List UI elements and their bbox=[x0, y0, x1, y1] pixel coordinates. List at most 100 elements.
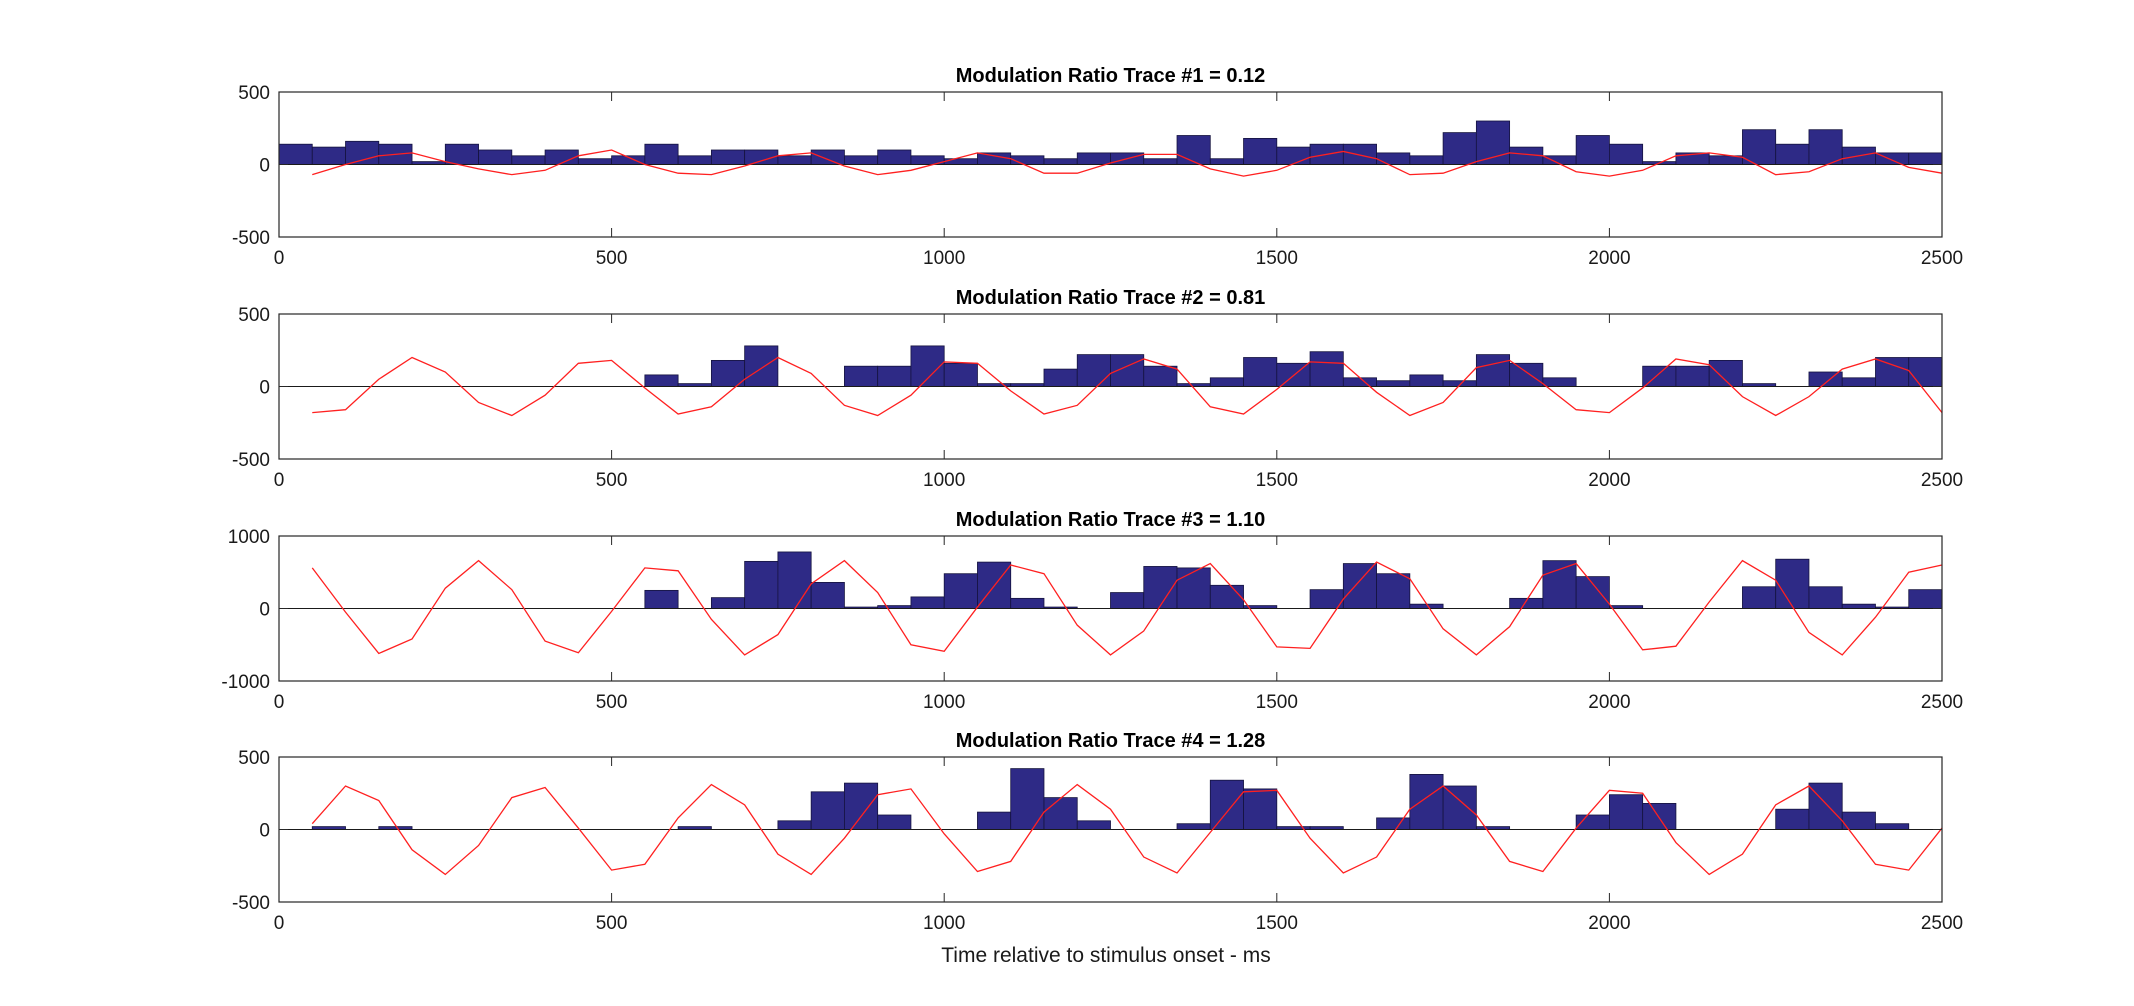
histogram-bar bbox=[1808, 782, 1843, 830]
histogram-bar bbox=[744, 345, 779, 387]
histogram-bar bbox=[1176, 567, 1211, 609]
x-tick-label: 500 bbox=[596, 913, 628, 934]
histogram-bar bbox=[1542, 377, 1577, 387]
histogram-bar bbox=[977, 152, 1012, 165]
histogram-bar bbox=[311, 146, 346, 165]
histogram-bar bbox=[1209, 584, 1244, 609]
y-tick-label: 500 bbox=[238, 748, 270, 769]
x-tick-label: 0 bbox=[274, 248, 285, 269]
histogram-bar bbox=[1475, 354, 1511, 387]
x-tick-label: 500 bbox=[596, 470, 628, 491]
x-tick-label: 0 bbox=[274, 470, 285, 491]
histogram-bar bbox=[744, 560, 779, 609]
y-tick-label: -1000 bbox=[221, 672, 270, 693]
modulation-line bbox=[312, 149, 1943, 177]
histogram-bar bbox=[1176, 823, 1211, 830]
y-tick-label: 0 bbox=[259, 378, 270, 399]
histogram-bar bbox=[1076, 152, 1111, 165]
histogram-bar bbox=[1376, 152, 1411, 165]
histogram-bar bbox=[1409, 374, 1444, 387]
y-tick-label: 0 bbox=[259, 156, 270, 177]
y-tick-label: 1000 bbox=[228, 527, 270, 548]
histogram-bar bbox=[1742, 586, 1777, 609]
y-tick-label: -500 bbox=[232, 228, 270, 249]
histogram-bar bbox=[1076, 820, 1111, 830]
histogram-bar bbox=[1808, 586, 1843, 609]
histogram-bar bbox=[877, 149, 912, 165]
histogram-bar bbox=[1076, 354, 1111, 387]
histogram-bar bbox=[1442, 132, 1477, 165]
histogram-bar bbox=[844, 155, 879, 165]
histogram-bar bbox=[1143, 365, 1178, 387]
histogram-bar bbox=[544, 149, 579, 165]
histogram-bar bbox=[1708, 359, 1743, 387]
y-tick-label: -500 bbox=[232, 450, 270, 471]
histogram-bar bbox=[844, 365, 879, 387]
histogram-bar bbox=[777, 820, 812, 830]
modulation-line bbox=[311, 559, 1943, 656]
histogram-bar bbox=[810, 149, 845, 165]
histogram-bar bbox=[1209, 158, 1244, 165]
x-tick-label: 1500 bbox=[1256, 913, 1298, 934]
histogram-bar bbox=[278, 143, 313, 165]
x-tick-label: 1000 bbox=[923, 248, 965, 269]
x-tick-label: 1000 bbox=[923, 913, 965, 934]
histogram-bar bbox=[1342, 143, 1377, 165]
histogram-bar bbox=[1376, 573, 1411, 609]
histogram-bar bbox=[1376, 817, 1411, 830]
histogram-bar bbox=[444, 143, 479, 165]
modulation-line bbox=[312, 356, 1943, 417]
histogram-bar bbox=[1908, 357, 1943, 387]
histogram-bar bbox=[1110, 354, 1145, 387]
histogram-bar bbox=[977, 811, 1012, 830]
histogram-bar bbox=[1908, 589, 1943, 609]
x-tick-label: 0 bbox=[274, 692, 285, 713]
histogram-bar bbox=[1841, 603, 1876, 609]
x-tick-label: 1500 bbox=[1256, 470, 1298, 491]
histogram-bar bbox=[1243, 357, 1278, 387]
x-tick-label: 2000 bbox=[1588, 248, 1630, 269]
histogram-bar bbox=[1509, 362, 1544, 387]
x-tick-label: 1500 bbox=[1256, 248, 1298, 269]
histogram-bar bbox=[1143, 158, 1178, 165]
histogram-bar bbox=[877, 365, 912, 387]
histogram-bar bbox=[1276, 146, 1311, 165]
histogram-bar bbox=[1209, 779, 1244, 830]
x-tick-label: 2500 bbox=[1921, 692, 1963, 713]
x-tick-label: 2500 bbox=[1921, 248, 1963, 269]
histogram-bar bbox=[1010, 597, 1045, 609]
histogram-bar bbox=[810, 582, 845, 609]
histogram-bar bbox=[1575, 576, 1610, 609]
histogram-bar bbox=[710, 149, 746, 165]
histogram-bar bbox=[1043, 797, 1078, 830]
histogram-bar bbox=[943, 158, 978, 165]
subplot-title: Modulation Ratio Trace #4 = 1.28 bbox=[956, 730, 1266, 752]
histogram-bar bbox=[1775, 558, 1810, 609]
histogram-bar bbox=[943, 362, 978, 387]
y-tick-label: 500 bbox=[238, 83, 270, 104]
histogram-bar bbox=[1908, 152, 1943, 165]
histogram-bar bbox=[1808, 129, 1843, 165]
y-tick-label: 500 bbox=[238, 305, 270, 326]
y-tick-label: 0 bbox=[259, 821, 270, 842]
histogram-bar bbox=[1875, 823, 1910, 830]
histogram-bar bbox=[1475, 120, 1511, 165]
histogram-bar bbox=[1875, 357, 1910, 387]
histogram-bar bbox=[644, 589, 679, 609]
subplot-1: Modulation Ratio Trace #1 = 0.12 0 500 1000… bbox=[232, 65, 1963, 269]
histogram-bar bbox=[1243, 788, 1278, 830]
x-axis-label: Time relative to stimulus onset - ms bbox=[941, 944, 1270, 967]
histogram-bar bbox=[1043, 368, 1078, 387]
histogram-bar bbox=[511, 155, 546, 165]
histogram-bar bbox=[1110, 592, 1145, 609]
histogram-bar bbox=[1642, 803, 1677, 830]
histogram-bar bbox=[1376, 380, 1411, 387]
histogram-bar bbox=[877, 814, 912, 830]
histogram-bar bbox=[1409, 774, 1444, 830]
subplot-title: Modulation Ratio Trace #3 = 1.10 bbox=[956, 509, 1266, 531]
histogram-bar bbox=[677, 155, 712, 165]
histogram-bar bbox=[844, 782, 879, 830]
subplot-title: Modulation Ratio Trace #2 = 0.81 bbox=[956, 287, 1266, 309]
histogram-bar bbox=[1841, 377, 1876, 387]
